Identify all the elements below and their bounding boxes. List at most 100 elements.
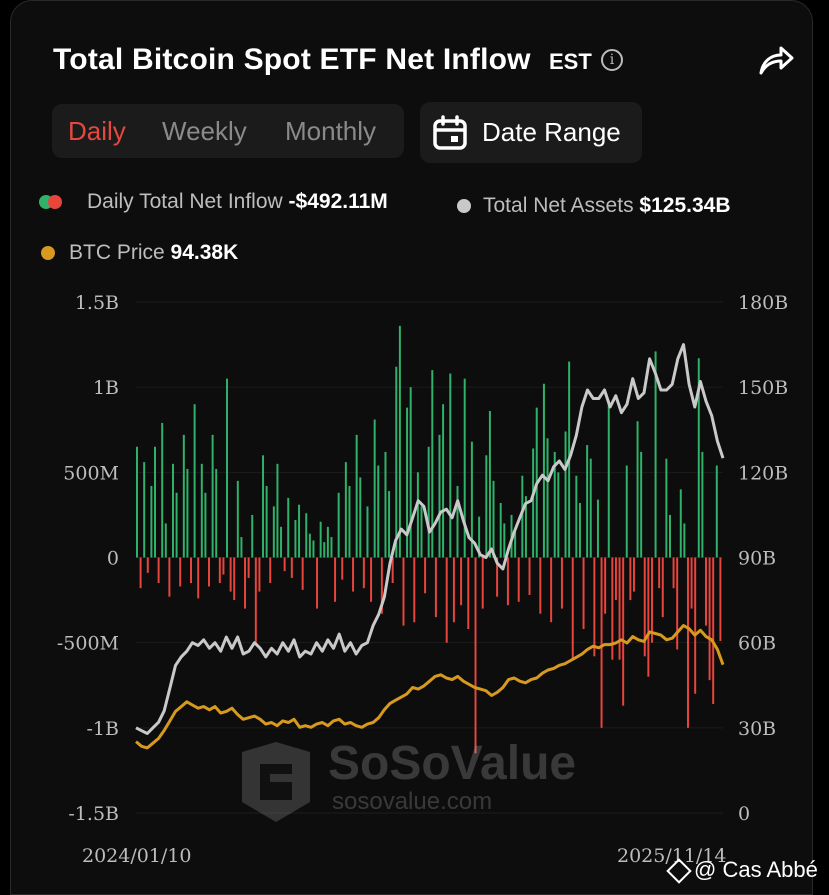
inflow-bar	[503, 523, 506, 558]
right-tick-label: 90B	[738, 548, 776, 570]
inflow-bar	[283, 557, 286, 572]
legend-inflow: Daily Total Net Inflow -$492.11M	[39, 190, 388, 214]
inflow-bar	[200, 463, 203, 558]
inflow-bar	[481, 557, 484, 609]
inflow-bar	[672, 557, 675, 589]
timezone-label: EST	[549, 49, 592, 74]
inflow-bar	[341, 557, 344, 580]
inflow-bar	[636, 421, 639, 558]
inflow-value: -$492.11M	[288, 190, 388, 213]
inflow-bar	[449, 373, 452, 558]
info-icon[interactable]: i	[601, 49, 623, 71]
inflow-bar	[517, 557, 520, 602]
inflow-bar	[420, 506, 423, 558]
inflow-bar	[280, 526, 283, 558]
inflow-bar	[434, 557, 437, 618]
inflow-bar	[557, 472, 560, 558]
inflow-bar	[193, 404, 196, 558]
inflow-bar	[546, 438, 549, 558]
inflow-bar	[704, 557, 707, 626]
inflow-bar	[391, 557, 394, 584]
inflow-bar	[632, 557, 635, 592]
inflow-bar	[305, 513, 308, 558]
inflow-bar	[287, 497, 290, 558]
right-axis-ticks: 180B 150B 120B 90B 60B 30B 0	[738, 292, 788, 825]
inflow-bar	[474, 557, 477, 754]
right-tick-label: 150B	[738, 377, 788, 399]
inflow-bar	[650, 557, 653, 643]
binance-icon	[666, 858, 692, 884]
date-range-label: Date Range	[482, 117, 621, 147]
left-tick-label: 500M	[63, 462, 119, 484]
inflow-bar	[712, 557, 715, 704]
right-tick-label: 60B	[738, 633, 776, 655]
inflow-bar	[197, 557, 200, 599]
inflow-bar	[190, 557, 192, 584]
share-icon[interactable]	[755, 43, 795, 79]
tab-daily[interactable]: Daily	[68, 116, 126, 146]
inflow-bar	[406, 407, 409, 558]
inflow-bar	[179, 557, 182, 587]
right-tick-label: 0	[738, 803, 750, 825]
x-axis-end-label: 2025/11/14	[617, 845, 727, 867]
inflow-bar	[258, 557, 261, 592]
btc-price-line	[135, 624, 725, 750]
inflow-bar	[618, 557, 621, 660]
inflow-bar	[175, 492, 178, 558]
price-value: 94.38K	[170, 241, 239, 264]
tab-monthly[interactable]: Monthly	[285, 116, 377, 146]
inflow-bar	[218, 557, 221, 584]
inflow-bar	[226, 378, 229, 558]
inflow-bar	[215, 468, 218, 558]
inflow-bar	[445, 557, 448, 643]
inflow-bar	[593, 557, 596, 657]
assets-legend-dot	[457, 199, 471, 214]
inflow-bar	[402, 557, 405, 626]
left-tick-label: -500M	[57, 633, 119, 655]
inflow-label: Daily Total Net Inflow	[87, 190, 283, 213]
inflow-bar	[611, 557, 614, 660]
inflow-bar	[146, 557, 149, 573]
inflow-bar	[456, 485, 459, 558]
inflow-bar	[247, 557, 250, 578]
author-credit: @ Cas Abbé	[666, 857, 818, 884]
inflow-bar	[542, 383, 545, 558]
x-axis-start-label: 2024/01/10	[82, 845, 192, 867]
inflow-bar	[244, 557, 247, 609]
inflow-bar	[272, 506, 275, 558]
inflow-bar	[316, 557, 319, 609]
inflow-bar	[334, 557, 337, 602]
inflow-bar	[496, 557, 499, 597]
inflow-bar	[665, 458, 668, 558]
inflow-bar	[395, 366, 398, 558]
inflow-bar	[690, 557, 693, 609]
inflow-bar	[715, 465, 718, 558]
tab-weekly[interactable]: Weekly	[162, 116, 247, 146]
inflow-bar	[298, 504, 301, 558]
inflow-bar	[136, 446, 138, 558]
inflow-bar	[380, 557, 383, 614]
inflow-bar	[348, 485, 351, 558]
inflow-bar	[460, 557, 463, 606]
inflow-bar	[301, 557, 304, 590]
inflow-bar	[330, 537, 333, 558]
inflow-bar	[139, 557, 142, 589]
inflow-bar	[463, 378, 466, 558]
inflow-bar	[233, 557, 236, 601]
legend-price: BTC Price 94.38K	[41, 241, 238, 265]
inflow-bar	[676, 557, 679, 650]
inflow-bar	[488, 411, 491, 558]
inflow-bar	[719, 557, 722, 641]
inflow-bar	[564, 431, 567, 558]
inflow-bar	[208, 557, 210, 587]
inflow-bar	[499, 502, 502, 558]
inflow-bar	[211, 434, 214, 558]
inflow-bar	[240, 537, 243, 558]
inflow-bar	[319, 521, 322, 558]
inflow-bar	[654, 351, 657, 558]
date-range-button[interactable]: Date Range	[420, 102, 642, 163]
price-label: BTC Price	[69, 241, 165, 264]
inflow-bar	[708, 557, 711, 681]
left-axis-ticks: 1.5B 1B 500M 0 -500M -1B -1.5B	[57, 292, 119, 825]
inflow-bar	[164, 523, 167, 558]
